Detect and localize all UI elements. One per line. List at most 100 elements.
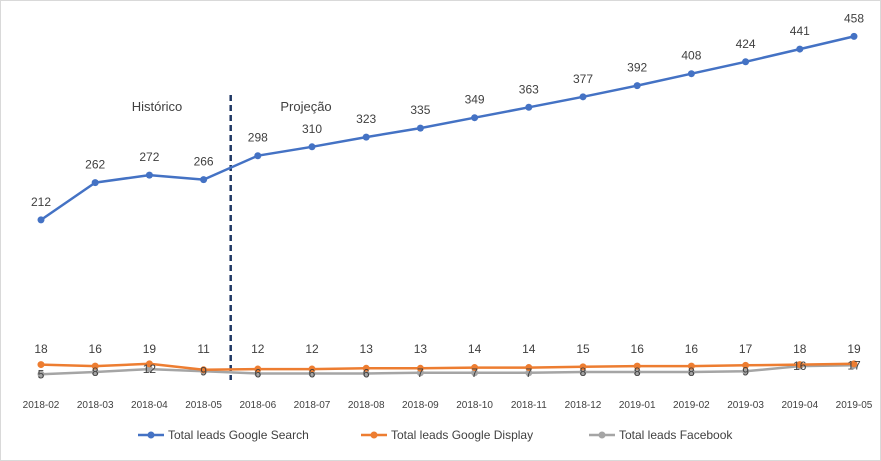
total-leads-google-display-data-label: 18: [34, 342, 48, 356]
total-leads-google-display-point: [416, 364, 424, 372]
total-leads-google-display-data-label: 16: [89, 342, 103, 356]
x-tick-label: 2018-08: [348, 400, 385, 411]
total-leads-google-display-data-label: 14: [522, 342, 536, 356]
total-leads-google-search-point: [579, 93, 587, 101]
total-leads-google-display-point: [471, 364, 479, 372]
total-leads-google-display-data-label: 18: [793, 342, 807, 356]
total-leads-google-search-point: [91, 179, 99, 187]
legend-item-total-leads-google-search: Total leads Google Search: [138, 428, 309, 442]
total-leads-google-search-point: [254, 152, 262, 160]
data-label-layer: 212 262 272 266 298 310 323 335 349 363 377 392 408 4…: [31, 11, 864, 381]
total-leads-google-search-data-label: 323: [356, 112, 376, 126]
total-leads-google-display-point: [579, 363, 587, 371]
projection-region-label: Projeção: [280, 99, 331, 114]
total-leads-facebook-point: [362, 370, 370, 378]
total-leads-google-search-point: [200, 176, 208, 184]
total-leads-facebook-point: [471, 369, 479, 377]
total-leads-facebook-data-label: 5: [38, 367, 45, 381]
total-leads-facebook-data-label: 8: [634, 365, 641, 379]
total-leads-google-display-data-label: 19: [143, 342, 157, 356]
x-tick-label: 2019-01: [619, 400, 656, 411]
historical-region-label: Histórico: [132, 99, 183, 114]
total-leads-google-display-point: [308, 365, 316, 373]
total-leads-facebook-data-label: 8: [92, 365, 99, 379]
total-leads-facebook-point: [91, 368, 99, 376]
total-leads-facebook-data-label: 16: [793, 359, 807, 373]
total-leads-facebook-point: [525, 369, 533, 377]
total-leads-google-search-point: [308, 143, 316, 151]
total-leads-google-display-data-label: 13: [360, 342, 374, 356]
total-leads-facebook-point: [37, 370, 45, 378]
total-leads-facebook-data-label: 7: [417, 366, 424, 380]
legend-label: Total leads Facebook: [619, 428, 733, 442]
x-tick-label: 2018-03: [77, 400, 114, 411]
legend-label: Total leads Google Display: [391, 428, 533, 442]
total-leads-facebook-point: [145, 365, 153, 373]
total-leads-facebook-data-label: 9: [200, 364, 207, 378]
total-leads-google-search-point: [37, 216, 45, 224]
x-tick-label: 2018-05: [185, 400, 222, 411]
legend-marker: [598, 431, 606, 439]
total-leads-google-search-data-label: 212: [31, 195, 51, 209]
x-tick-label: 2018-06: [239, 400, 276, 411]
total-leads-google-search-data-label: 262: [85, 158, 105, 172]
total-leads-google-search-data-label: 363: [519, 82, 539, 96]
total-leads-google-search-data-label: 408: [681, 49, 701, 63]
total-leads-google-search-point: [416, 124, 424, 132]
x-tick-label: 2018-09: [402, 400, 439, 411]
total-leads-facebook-data-label: 6: [363, 367, 370, 381]
x-tick-label: 2018-11: [511, 400, 547, 411]
legend: Total leads Google Search Total leads Goo…: [138, 428, 733, 442]
total-leads-google-display-point: [91, 362, 99, 370]
total-leads-google-display-point: [145, 360, 153, 368]
total-leads-google-display-data-label: 12: [305, 342, 319, 356]
x-tick-label: 2019-03: [727, 400, 764, 411]
x-tick-label: 2019-02: [673, 400, 710, 411]
total-leads-facebook-data-label: 6: [254, 367, 261, 381]
x-tick-label: 2019-05: [836, 400, 873, 411]
x-tick-label: 2018-12: [565, 400, 602, 411]
total-leads-google-search-point: [362, 133, 370, 141]
total-leads-google-search-point: [850, 32, 858, 40]
legend-item-total-leads-google-display: Total leads Google Display: [361, 428, 533, 442]
total-leads-google-display-point: [362, 364, 370, 372]
x-tick-label: 2019-04: [781, 400, 818, 411]
total-leads-google-search-data-label: 335: [410, 103, 430, 117]
total-leads-google-display-data-label: 11: [197, 342, 210, 356]
total-leads-google-display-point: [742, 361, 750, 369]
total-leads-google-display-point: [796, 361, 804, 369]
x-tick-label: 2018-04: [131, 400, 168, 411]
total-leads-google-search-point: [687, 70, 695, 78]
total-leads-google-display-data-label: 12: [251, 342, 265, 356]
total-leads-facebook-data-label: 8: [580, 365, 587, 379]
total-leads-facebook-line: [40, 364, 855, 376]
total-leads-google-display-data-label: 19: [847, 342, 861, 356]
total-leads-google-search-data-label: 298: [248, 131, 268, 145]
total-leads-google-display-point: [525, 364, 533, 372]
total-leads-google-search-point: [742, 58, 750, 66]
total-leads-facebook-data-label: 17: [847, 358, 861, 372]
total-leads-google-search-data-label: 266: [194, 155, 214, 169]
total-leads-facebook-data-label: 8: [688, 365, 695, 379]
total-leads-google-display-point: [687, 362, 695, 370]
legend-marker: [147, 431, 155, 439]
total-leads-google-search-data-label: 349: [465, 93, 485, 107]
total-leads-google-display-point: [254, 365, 262, 373]
total-leads-facebook-data-label: 12: [143, 362, 157, 376]
total-leads-google-display-data-label: 13: [414, 342, 428, 356]
total-leads-google-display-data-label: 16: [631, 342, 645, 356]
series-layer: [37, 32, 858, 378]
total-leads-google-search-point: [796, 45, 804, 53]
total-leads-google-search-data-label: 441: [790, 24, 810, 38]
total-leads-google-search-point: [525, 103, 533, 111]
x-tick-label: 2018-02: [23, 400, 60, 411]
total-leads-facebook-point: [579, 368, 587, 376]
total-leads-google-search-data-label: 424: [736, 37, 756, 51]
total-leads-facebook-data-label: 7: [471, 366, 478, 380]
total-leads-google-search-line: [40, 35, 855, 221]
total-leads-google-search-data-label: 377: [573, 72, 593, 86]
total-leads-facebook-data-label: 9: [742, 364, 749, 378]
total-leads-google-search-data-label: 310: [302, 122, 322, 136]
